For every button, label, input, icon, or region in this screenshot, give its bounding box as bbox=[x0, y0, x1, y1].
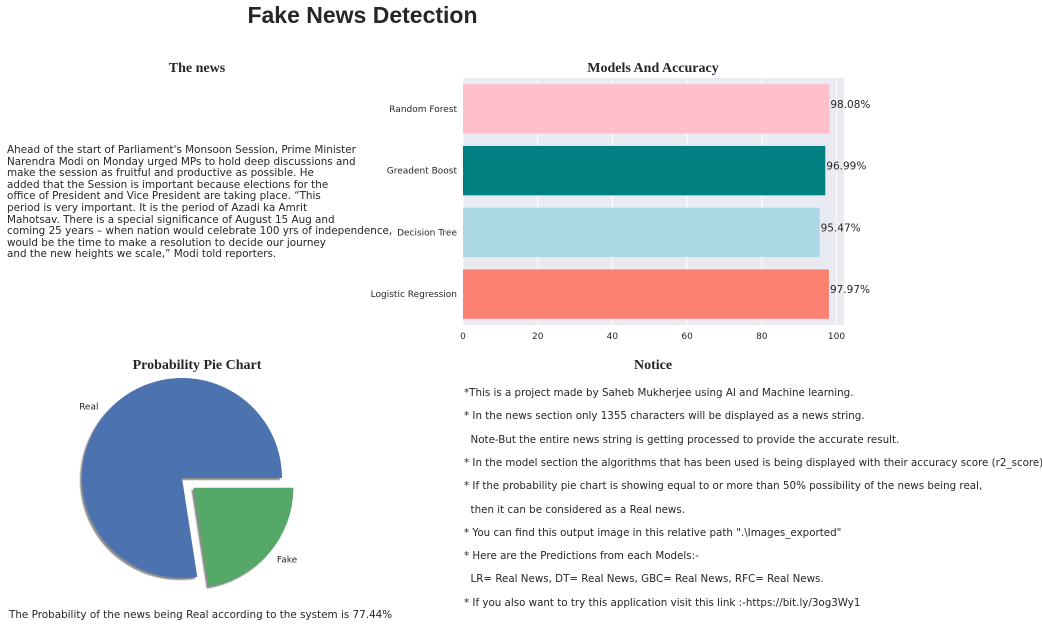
notice-line: then it can be considered as a Real news… bbox=[464, 503, 685, 516]
x-tick-label: 60 bbox=[681, 332, 693, 342]
x-tick-label: 20 bbox=[532, 332, 544, 342]
notice-line: * If you also want to try this applicati… bbox=[464, 596, 861, 609]
x-tick-label: 0 bbox=[460, 332, 466, 342]
bar-value-label: 97.97% bbox=[830, 284, 870, 296]
pie-label: Fake bbox=[277, 555, 298, 565]
bar-chart-title: Models And Accuracy bbox=[587, 61, 719, 76]
probability-caption: The Probability of the news being Real a… bbox=[9, 609, 393, 621]
y-tick-label: Decision Tree bbox=[397, 228, 457, 238]
notice-line: * Here are the Predictions from each Mod… bbox=[464, 550, 699, 563]
pie-slice-fake bbox=[193, 487, 294, 587]
notice-line: LR= Real News, DT= Real News, GBC= Real … bbox=[464, 573, 824, 586]
notice-line: * In the news section only 1355 characte… bbox=[464, 410, 865, 423]
notice-line: Note-But the entire news string is getti… bbox=[464, 433, 900, 446]
probability-pie-chart: Real Fake bbox=[79, 378, 298, 587]
bar-value-label: 95.47% bbox=[821, 222, 861, 234]
pie-slices bbox=[82, 378, 294, 587]
bar-random-forest bbox=[463, 84, 830, 134]
x-tick-label: 100 bbox=[828, 332, 845, 342]
x-tick-label: 40 bbox=[607, 332, 619, 342]
news-title: The news bbox=[168, 61, 226, 76]
notice-line: * In the model section the algorithms th… bbox=[464, 456, 1042, 469]
notice-line: *This is a project made by Saheb Mukherj… bbox=[464, 387, 854, 399]
pie-chart-title: Probability Pie Chart bbox=[132, 358, 262, 373]
bar-logistic-regression bbox=[463, 269, 829, 319]
bar-greadent-boost bbox=[463, 145, 826, 196]
y-tick-label: Logistic Regression bbox=[371, 290, 457, 300]
page-title: Fake News Detection bbox=[247, 2, 478, 28]
x-tick-label: 80 bbox=[756, 332, 768, 342]
pie-slice-real bbox=[82, 378, 282, 578]
pie-label: Real bbox=[79, 402, 98, 412]
notice-line: * If the probability pie chart is showin… bbox=[464, 480, 983, 493]
y-tick-label: Greadent Boost bbox=[387, 167, 458, 177]
news-text: Ahead of the start of Parliament's Monso… bbox=[7, 144, 393, 261]
notice-title: Notice bbox=[633, 358, 673, 373]
bar-value-label: 98.08% bbox=[830, 99, 870, 111]
bar-value-label: 96.99% bbox=[826, 161, 866, 173]
bar-decision-tree bbox=[463, 207, 820, 258]
y-tick-label: Random Forest bbox=[389, 105, 457, 115]
accuracy-bar-chart: 0 20 40 60 80 100 Logistic Regression 97.97% Dec… bbox=[371, 78, 870, 342]
notice-line: * You can find this output image in this… bbox=[464, 526, 842, 539]
